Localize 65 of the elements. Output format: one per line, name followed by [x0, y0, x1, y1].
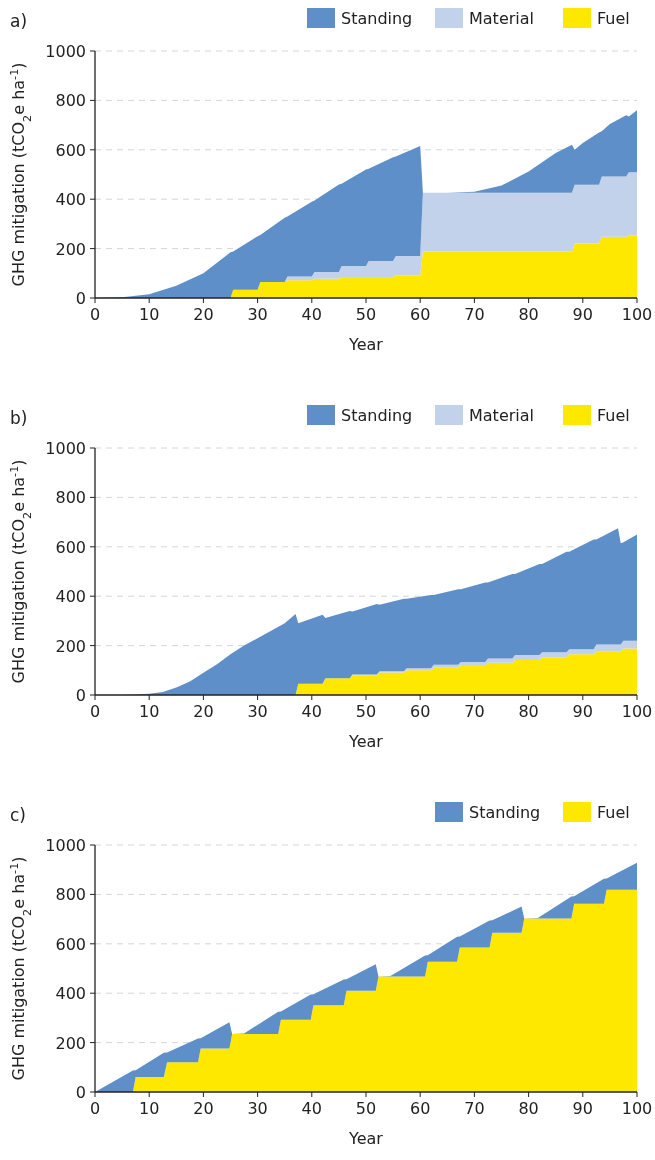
y-tick-label: 600 [55, 934, 86, 954]
legend-label: Standing [469, 803, 541, 822]
x-tick-label: 90 [572, 1099, 593, 1118]
x-tick-label: 50 [355, 702, 377, 721]
y-tick-label: 800 [55, 885, 86, 905]
x-tick-label: 10 [139, 305, 160, 324]
x-axis-title: Year [348, 1129, 384, 1148]
chart-title: b) [10, 408, 28, 428]
legend-label: Material [469, 406, 534, 425]
legend-label: Fuel [597, 803, 630, 822]
y-tick-label: 1000 [45, 439, 86, 458]
x-tick-label: 100 [621, 702, 653, 721]
y-tick-label: 0 [75, 686, 86, 705]
y-tick-label: 600 [55, 537, 86, 557]
x-axis-title: Year [348, 335, 384, 354]
legend-label: Standing [341, 406, 413, 425]
x-tick-label: 30 [247, 305, 268, 324]
y-tick-label: 200 [55, 636, 86, 656]
legend-label: Fuel [597, 406, 630, 425]
x-tick-label: 80 [518, 1099, 539, 1118]
x-tick-label: 10 [139, 1099, 160, 1118]
y-tick-label: 400 [55, 190, 86, 210]
y-tick-label: 800 [55, 91, 86, 111]
x-tick-label: 60 [410, 1099, 431, 1118]
y-tick-label: 0 [75, 1083, 86, 1102]
y-tick-label: 1000 [45, 42, 86, 61]
legend-label: Standing [341, 9, 413, 28]
x-tick-label: 20 [193, 1099, 214, 1118]
x-tick-label: 10 [139, 702, 160, 721]
x-tick-label: 20 [193, 305, 214, 324]
legend-label: Fuel [597, 9, 630, 28]
x-tick-label: 70 [464, 702, 485, 721]
x-tick-label: 30 [247, 1099, 268, 1118]
x-tick-label: 90 [572, 702, 593, 721]
y-tick-label: 400 [55, 984, 86, 1004]
x-tick-label: 0 [89, 305, 101, 324]
x-tick-label: 40 [301, 1099, 322, 1118]
x-tick-label: 70 [464, 1099, 485, 1118]
x-tick-label: 70 [464, 305, 485, 324]
y-tick-label: 800 [55, 488, 86, 508]
x-tick-label: 0 [89, 1099, 101, 1118]
x-tick-label: 40 [301, 305, 322, 324]
x-axis-title: Year [348, 732, 384, 751]
x-tick-label: 60 [410, 305, 431, 324]
y-tick-label: 400 [55, 587, 86, 607]
y-tick-label: 0 [75, 289, 86, 308]
chart-title: c) [10, 805, 26, 825]
x-tick-label: 60 [410, 702, 431, 721]
legend-label: Material [469, 9, 534, 28]
y-tick-label: 200 [55, 1033, 86, 1053]
y-tick-label: 600 [55, 140, 86, 160]
x-tick-label: 30 [247, 702, 268, 721]
x-tick-label: 50 [355, 305, 377, 324]
x-tick-label: 40 [301, 702, 322, 721]
x-tick-label: 80 [518, 702, 539, 721]
x-tick-label: 0 [89, 702, 101, 721]
y-tick-label: 1000 [45, 836, 86, 855]
chart-title: a) [10, 11, 28, 31]
x-tick-label: 80 [518, 305, 539, 324]
x-tick-label: 100 [621, 305, 653, 324]
x-tick-label: 100 [621, 1099, 653, 1118]
y-tick-label: 200 [55, 239, 86, 259]
x-tick-label: 20 [193, 702, 214, 721]
x-tick-label: 50 [355, 1099, 377, 1118]
x-tick-label: 90 [572, 305, 593, 324]
